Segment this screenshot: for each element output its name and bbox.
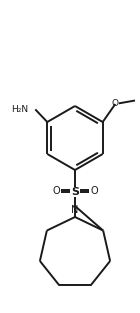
- Text: O: O: [112, 100, 119, 109]
- Text: O: O: [90, 186, 98, 196]
- Text: O: O: [52, 186, 60, 196]
- Text: N: N: [71, 205, 79, 215]
- Text: S: S: [71, 187, 79, 197]
- Text: H₂N: H₂N: [11, 105, 28, 114]
